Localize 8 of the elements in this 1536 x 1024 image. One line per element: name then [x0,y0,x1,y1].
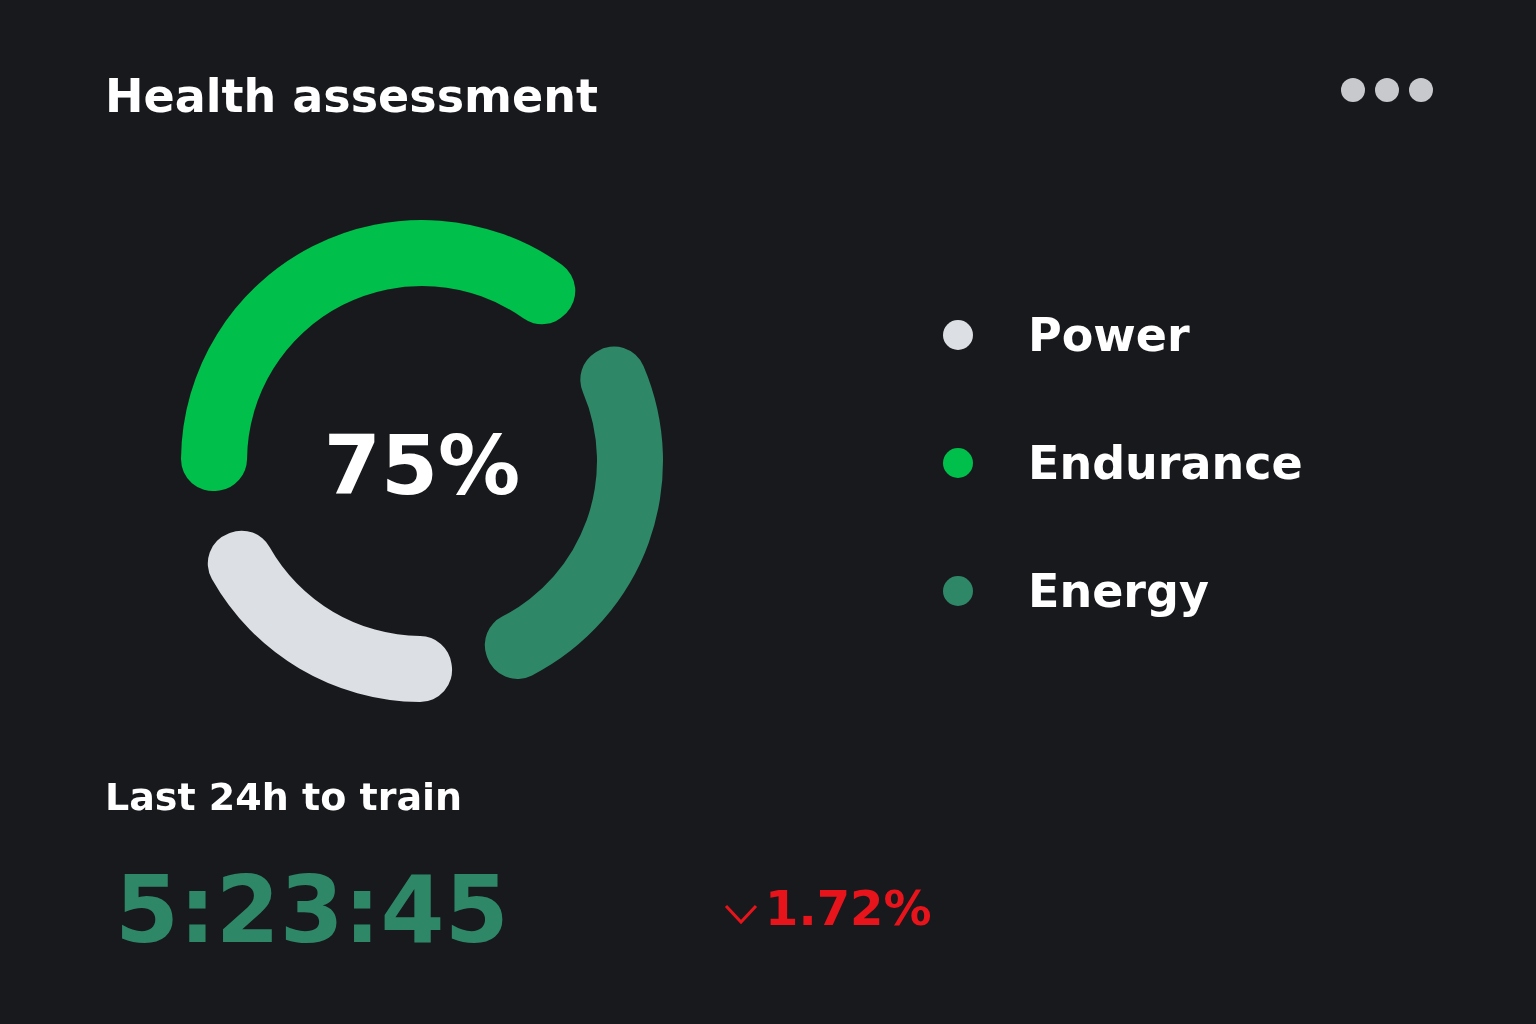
text: 75% [323,418,521,513]
chart-title: Health assessment [105,69,598,123]
text: 5:23:45 [115,857,509,964]
legend-label: Power [1028,308,1191,362]
text: Last 24h to train [105,775,463,819]
text: 1.72% [765,880,932,936]
legend-label: Energy [1028,564,1209,618]
legend-label: Endurance [1028,436,1303,490]
